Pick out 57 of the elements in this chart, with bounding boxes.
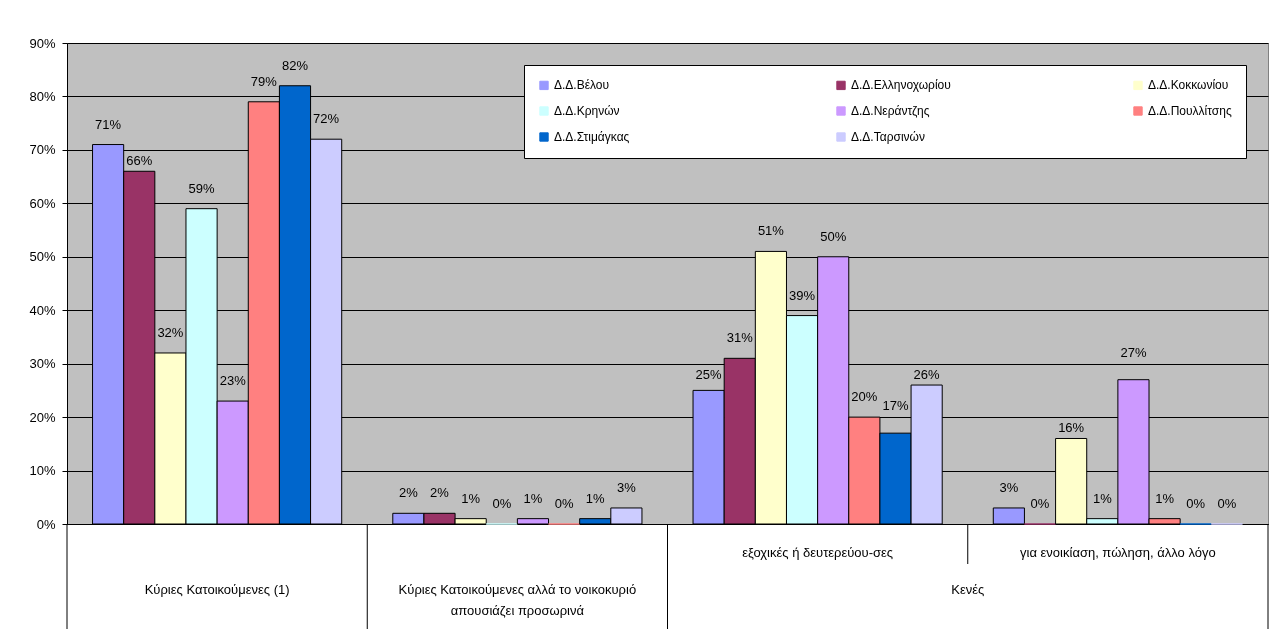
legend-label: Δ.Δ.Πουλλίτσης — [1148, 104, 1232, 118]
legend-label: Δ.Δ.Στιμάγκας — [554, 130, 630, 144]
legend-label: Δ.Δ.Ελληνοχωρίου — [851, 78, 951, 93]
data-label: 31% — [726, 330, 754, 346]
data-label: 2% — [398, 485, 419, 501]
y-tick-label: 10% — [29, 463, 56, 479]
data-label: 51% — [757, 223, 785, 239]
data-label: 0% — [492, 496, 512, 511]
legend-label: Δ.Δ.Νεράντζης — [851, 104, 930, 118]
data-label: 1% — [1155, 490, 1175, 506]
y-tick-label: 90% — [29, 35, 56, 51]
data-label: 71% — [95, 116, 122, 132]
x-tick-label: για ενοικίαση, πώληση, άλλο λόγο — [1020, 545, 1216, 560]
y-tick-label: 0% — [36, 516, 56, 532]
data-label: 66% — [126, 152, 153, 168]
y-tick-label: 80% — [29, 88, 56, 104]
data-label: 1% — [461, 490, 481, 506]
x-tick-label: Κύριες Κατοικούμενες αλλά το νοικοκυριό απουσιάζει προσωρινά — [398, 582, 637, 618]
data-label: 0% — [1186, 496, 1206, 511]
text: Κενές — [951, 582, 985, 597]
data-label: 1% — [1092, 490, 1113, 506]
y-tick-label: 30% — [29, 356, 56, 372]
y-tick-label: 20% — [29, 409, 56, 425]
data-label: 0% — [1030, 496, 1050, 511]
data-label: 1% — [585, 490, 606, 506]
data-label: 25% — [695, 366, 723, 382]
data-label: 3% — [999, 479, 1019, 495]
data-label: 3% — [616, 479, 637, 495]
y-tick-label: 40% — [29, 302, 56, 318]
data-label: 0% — [1217, 496, 1237, 511]
data-label: 26% — [913, 366, 941, 382]
data-label: 79% — [250, 73, 278, 89]
data-label: 20% — [851, 389, 878, 405]
legend-label: Δ.Δ.Κοκκωνίου — [1148, 78, 1229, 93]
data-label: 0% — [554, 496, 574, 511]
y-tick-label: 60% — [29, 195, 56, 211]
data-label: 2% — [430, 485, 450, 501]
y-tick-label: 50% — [29, 249, 56, 265]
bar — [992, 507, 1025, 525]
data-label: 17% — [882, 398, 909, 414]
data-label: 23% — [219, 373, 247, 389]
bar — [516, 518, 550, 525]
data-label: 27% — [1120, 344, 1147, 360]
x-tick-label: εξοχικές ή δευτερεύου-σες — [742, 545, 894, 560]
data-label: 50% — [820, 228, 847, 244]
data-label: 72% — [313, 111, 340, 127]
legend-label: Δ.Δ.Ταρσινών — [851, 130, 925, 144]
data-label: 16% — [1058, 420, 1085, 436]
data-label: 82% — [281, 57, 309, 73]
y-tick-label: 70% — [29, 142, 56, 158]
data-label: 59% — [188, 180, 215, 196]
legend-label: Δ.Δ.Κρηνών — [554, 104, 620, 118]
legend-label: Δ.Δ.Βέλου — [554, 78, 610, 93]
x-tick-label: Κύριες Κατοικούμενες (1) — [144, 582, 290, 597]
data-label: 39% — [789, 287, 816, 303]
data-label: 32% — [157, 324, 184, 340]
data-label: 1% — [523, 490, 543, 506]
